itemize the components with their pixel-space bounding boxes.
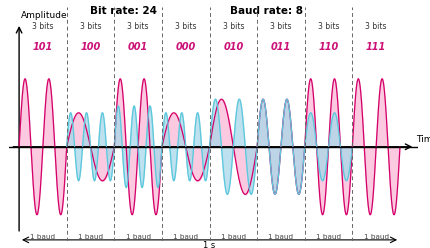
Text: 1 baud: 1 baud bbox=[220, 234, 246, 240]
Text: 001: 001 bbox=[128, 42, 148, 52]
Text: 100: 100 bbox=[80, 42, 100, 52]
Text: 3 bits: 3 bits bbox=[270, 22, 291, 31]
Text: 3 bits: 3 bits bbox=[32, 22, 53, 31]
Text: 1 baud: 1 baud bbox=[315, 234, 340, 240]
Text: 1 baud: 1 baud bbox=[125, 234, 150, 240]
Text: 3 bits: 3 bits bbox=[127, 22, 148, 31]
Text: Amplitude: Amplitude bbox=[21, 11, 68, 20]
Text: 1 baud: 1 baud bbox=[78, 234, 103, 240]
Text: 111: 111 bbox=[365, 42, 385, 52]
Text: 3 bits: 3 bits bbox=[80, 22, 101, 31]
Text: 1 baud: 1 baud bbox=[268, 234, 293, 240]
Text: 1 s: 1 s bbox=[203, 241, 215, 248]
Text: Bit rate: 24: Bit rate: 24 bbox=[90, 6, 157, 16]
Text: 3 bits: 3 bits bbox=[317, 22, 338, 31]
Text: 3 bits: 3 bits bbox=[365, 22, 386, 31]
Text: 3 bits: 3 bits bbox=[175, 22, 196, 31]
Text: 101: 101 bbox=[33, 42, 53, 52]
Text: Time: Time bbox=[415, 135, 430, 144]
Text: 110: 110 bbox=[318, 42, 338, 52]
Text: 010: 010 bbox=[223, 42, 243, 52]
Text: 1 baud: 1 baud bbox=[363, 234, 388, 240]
Text: 3 bits: 3 bits bbox=[222, 22, 243, 31]
Text: 011: 011 bbox=[270, 42, 290, 52]
Text: 000: 000 bbox=[175, 42, 195, 52]
Text: 1 baud: 1 baud bbox=[173, 234, 198, 240]
Text: 1 baud: 1 baud bbox=[30, 234, 55, 240]
Text: Baud rate: 8: Baud rate: 8 bbox=[230, 6, 302, 16]
